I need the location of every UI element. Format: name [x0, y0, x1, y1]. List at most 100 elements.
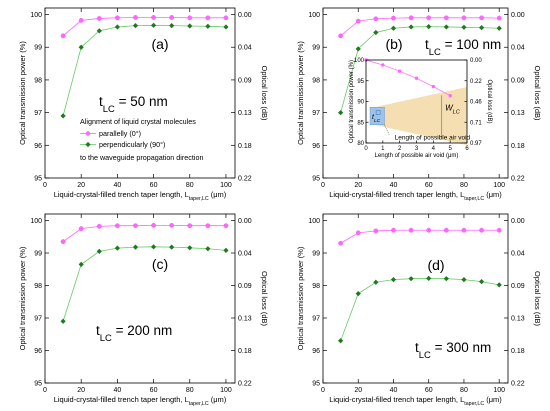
y-tick-label: 95: [312, 176, 320, 183]
data-point-circle: [205, 223, 211, 229]
data-point-diamond: [60, 113, 66, 119]
x-tick-label: 40: [113, 387, 121, 394]
data-point-diamond: [338, 110, 344, 116]
x-tick-label: 100: [493, 182, 505, 189]
data-point-circle: [60, 239, 66, 244]
x-axis-label: Liquid-crystal-filled trench taper lengt…: [329, 190, 502, 202]
panel-label: (a): [151, 36, 168, 52]
data-point-circle: [479, 15, 484, 21]
right-tick-label: 0.18: [238, 143, 252, 150]
x-tick-label: 20: [354, 387, 362, 394]
thickness-label: tLC = 200 nm: [96, 323, 172, 344]
x-axis-label: Liquid-crystal-filled trench taper lengt…: [54, 395, 227, 407]
x-tick-label: 100: [220, 182, 232, 189]
liquid-crystal-layer: [369, 107, 385, 125]
y-tick-label: 95: [34, 176, 42, 183]
chart-panel-1: 0 20 40 60 80 100 95 96 97 98 99 100 0.00 0.04 0.09 0.1…: [18, 7, 269, 202]
y-tick-label: 100: [308, 12, 320, 19]
y-tick-label: 97: [312, 110, 320, 117]
data-point-circle: [151, 223, 156, 228]
data-point-circle: [479, 227, 484, 233]
inset-y-label: Optical transmission power (%): [349, 60, 355, 143]
data-point-diamond: [187, 245, 193, 251]
data-point-circle: [373, 16, 379, 22]
data-point-circle: [443, 227, 449, 233]
inset-y-tick-label: 95: [357, 79, 364, 85]
right-tick-label: 0.22: [511, 176, 525, 183]
legend-item-label: perpendicularly (90°): [99, 140, 165, 149]
data-point-diamond: [169, 244, 175, 250]
data-point-diamond: [496, 282, 502, 288]
y-tick-label: 96: [312, 143, 320, 150]
data-point-circle: [355, 18, 361, 24]
data-point-diamond: [461, 277, 467, 283]
data-point-diamond: [169, 23, 175, 29]
inset-right-tick-label: 0.46: [470, 100, 482, 106]
data-point-circle: [60, 33, 66, 39]
legend-title: Alignment of liquid crystal molecules: [80, 117, 196, 126]
right-tick-label: 0.00: [511, 218, 525, 225]
data-point-circle: [169, 223, 175, 228]
plot-frame: [44, 7, 236, 179]
y-tick-label: 100: [30, 12, 42, 19]
x-axis-label: Liquid-crystal-filled trench taper lengt…: [54, 190, 227, 202]
legend-footer: to the waveguide propagation direction: [80, 153, 203, 162]
inset-right-tick-label: 0.00: [470, 58, 482, 64]
inset-right-tick-label: 0.71: [470, 120, 482, 126]
right-axis-label: Optical loss (dB): [533, 271, 542, 327]
inset-x-tick-label: 3: [415, 146, 419, 152]
data-point-diamond: [205, 246, 211, 252]
y-tick-label: 98: [34, 283, 42, 290]
x-tick-label: 60: [150, 182, 158, 189]
right-tick-label: 0.09: [511, 283, 525, 290]
data-point-diamond: [478, 279, 485, 285]
data-point-diamond: [338, 338, 344, 344]
inset-tlc-label: tLC: [372, 114, 381, 124]
data-point-diamond: [96, 248, 102, 254]
right-tick-label: 0.18: [511, 348, 525, 355]
data-point-circle: [391, 15, 396, 21]
inset-y-tick-label: 100: [354, 58, 365, 64]
y-tick-label: 98: [312, 283, 320, 290]
data-point-diamond: [390, 277, 397, 283]
data-point-diamond: [78, 44, 84, 50]
inset-void-label: Length of possible air void: [395, 135, 471, 142]
data-point-diamond: [223, 24, 229, 30]
right-tick-label: 0.18: [511, 143, 525, 150]
inset-wlc-label: WLC: [445, 104, 461, 116]
data-point-circle: [223, 15, 229, 21]
y-tick-label: 98: [312, 77, 320, 84]
y-tick-label: 100: [30, 218, 42, 225]
data-point-diamond: [132, 244, 139, 250]
data-point-circle: [338, 240, 343, 246]
x-tick-label: 80: [460, 387, 468, 394]
data-point-circle: [78, 226, 84, 231]
y-tick-label: 95: [34, 381, 42, 388]
right-axis-label: Optical loss (dB): [533, 65, 542, 121]
y-tick-label: 99: [34, 251, 42, 258]
data-point-circle: [408, 227, 414, 233]
data-point-diamond: [205, 23, 211, 29]
series-line-2: [62, 246, 226, 322]
x-tick-label: 100: [220, 387, 232, 394]
y-tick-label: 97: [34, 316, 42, 323]
right-tick-label: 0.13: [238, 316, 252, 323]
data-point-diamond: [390, 25, 397, 31]
y-tick-label: 97: [312, 316, 320, 323]
data-point-circle: [133, 223, 138, 229]
panel-label: (c): [152, 256, 168, 272]
y-tick-label: 96: [312, 348, 320, 355]
series-line-2: [340, 277, 500, 341]
inset-x-tick-label: 5: [448, 146, 452, 152]
panel-label: (d): [427, 257, 444, 273]
data-point-diamond: [496, 25, 502, 31]
legend-marker-diamond: [85, 141, 91, 148]
right-tick-label: 0.09: [511, 77, 525, 84]
data-point-circle: [205, 15, 211, 21]
inset-y-tick-label: 80: [357, 141, 364, 147]
right-tick-label: 0.22: [511, 381, 525, 388]
data-point-diamond: [150, 22, 157, 28]
y-axis-label: Optical transmission power (%): [296, 41, 305, 145]
